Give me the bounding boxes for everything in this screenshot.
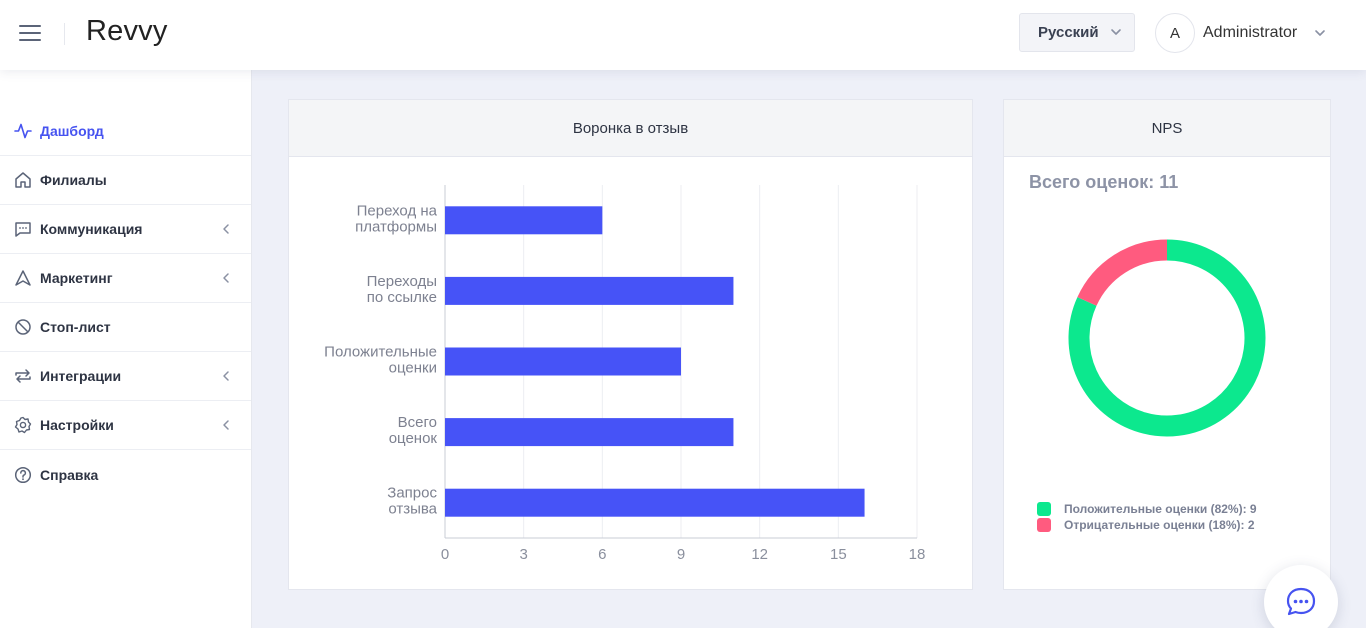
sidebar-item-label: Маркетинг [40, 270, 113, 286]
settings-icon [13, 415, 33, 435]
sidebar-item-settings[interactable]: Настройки [0, 401, 251, 450]
header-divider [64, 23, 65, 45]
avatar-letter: A [1169, 24, 1180, 42]
funnel-bar [445, 347, 681, 376]
avatar[interactable]: A [1155, 13, 1195, 53]
y-category-label-line: Переход на [357, 202, 438, 219]
y-category-label: Переходы по ссылке [367, 273, 437, 306]
chat-bubble-icon [13, 219, 33, 239]
nps-total-count: Всего оценок: 11 [1029, 172, 1179, 192]
y-category-label: Всего оценок [389, 414, 438, 447]
sidebar-item-label: Справка [40, 466, 99, 483]
chat-icon [1286, 587, 1316, 616]
funnel-card-title: Воронка в отзыв [289, 100, 972, 157]
y-category-label-line: Запрос [387, 485, 437, 502]
app-logo[interactable]: Revvy [86, 15, 168, 47]
legend-item-negative: Отрицательные оценки (18%): 2 [1037, 517, 1257, 533]
y-category-label-line: отзыва [388, 501, 437, 518]
x-tick-label: 3 [519, 546, 527, 563]
language-label: Русский [1038, 24, 1099, 41]
chevron-down-icon[interactable] [1313, 26, 1327, 40]
legend-label: Положительные оценки (82%): 9 [1064, 502, 1257, 516]
y-category-label: Переход на платформы [355, 202, 438, 235]
funnel-bar [445, 276, 734, 305]
top-header: Revvy Русский A Administrator [0, 0, 1366, 70]
x-tick-label: 18 [909, 546, 926, 563]
chevron-down-icon [1111, 29, 1121, 35]
navigation-icon [13, 268, 33, 288]
nps-card: NPS Всего оценок: 11 Положительные оценк… [1003, 99, 1331, 590]
nps-donut-chart [1068, 239, 1266, 437]
sidebar-menu: Дашборд Филиалы Коммуникация Маркетинг [0, 107, 251, 499]
legend-label: Отрицательные оценки (18%): 2 [1064, 518, 1255, 532]
legend-swatch [1037, 518, 1051, 532]
sidebar-item-dashboard[interactable]: Дашборд [0, 107, 251, 156]
x-tick-label: 12 [751, 546, 768, 563]
sidebar-item-branches[interactable]: Филиалы [0, 156, 251, 205]
nps-legend: Положительные оценки (82%): 9 Отрицатель… [1037, 501, 1257, 533]
sidebar-item-label: Филиалы [40, 172, 107, 188]
menu-toggle-icon[interactable] [19, 25, 41, 43]
sidebar-item-help[interactable]: Справка [0, 450, 251, 499]
funnel-bar [445, 488, 865, 517]
sidebar-item-label: Настройки [40, 417, 114, 433]
y-category-label-line: Всего [398, 414, 437, 431]
sidebar-item-label: Интеграции [40, 368, 122, 384]
sidebar-item-marketing[interactable]: Маркетинг [0, 254, 251, 303]
ban-icon [13, 317, 33, 337]
y-category-label-line: по ссылке [367, 289, 437, 306]
sidebar-item-label: Стоп-лист [40, 319, 111, 335]
funnel-bar [445, 206, 603, 235]
donut-slice [1077, 239, 1168, 307]
chevron-left-icon [223, 273, 229, 283]
donut-slice [1068, 239, 1266, 437]
y-category-label: Положительные оценки [324, 344, 437, 377]
y-category-label-line: оценки [389, 360, 437, 377]
sidebar-item-label: Коммуникация [40, 221, 143, 237]
funnel-bar-chart: 0 3 6 9 12 15 18 Переход на платформы Переходы по … [324, 185, 926, 563]
sidebar-item-stop-list[interactable]: Стоп-лист [0, 303, 251, 352]
sidebar-item-integrations[interactable]: Интеграции [0, 352, 251, 401]
nps-card-title: NPS [1004, 100, 1330, 157]
chevron-left-icon [223, 224, 229, 234]
legend-swatch [1037, 502, 1051, 516]
legend-item-positive: Положительные оценки (82%): 9 [1037, 501, 1257, 517]
y-category-label-line: Переходы [367, 273, 437, 290]
chevron-left-icon [223, 420, 229, 430]
y-category-label: Запрос отзыва [387, 485, 437, 518]
activity-icon [13, 121, 33, 141]
repeat-icon [13, 366, 33, 386]
help-icon [13, 465, 33, 485]
funnel-bar [445, 418, 734, 447]
chevron-left-icon [223, 371, 229, 381]
sidebar: Дашборд Филиалы Коммуникация Маркетинг [0, 70, 252, 628]
x-tick-label: 6 [598, 546, 606, 563]
y-category-label-line: Положительные [324, 344, 437, 361]
sidebar-item-communication[interactable]: Коммуникация [0, 205, 251, 254]
y-category-label-line: платформы [355, 218, 437, 235]
y-category-label-line: оценок [389, 430, 438, 447]
funnel-card: Воронка в отзыв 0 3 6 9 12 15 18 Переход на плат… [288, 99, 973, 590]
home-icon [13, 170, 33, 190]
x-tick-label: 15 [830, 546, 847, 563]
sidebar-item-label: Дашборд [40, 123, 104, 139]
x-tick-label: 9 [677, 546, 685, 563]
support-chat-button[interactable] [1264, 565, 1338, 628]
user-name[interactable]: Administrator [1203, 24, 1298, 41]
x-tick-label: 0 [441, 546, 449, 563]
language-select[interactable]: Русский [1019, 13, 1135, 52]
